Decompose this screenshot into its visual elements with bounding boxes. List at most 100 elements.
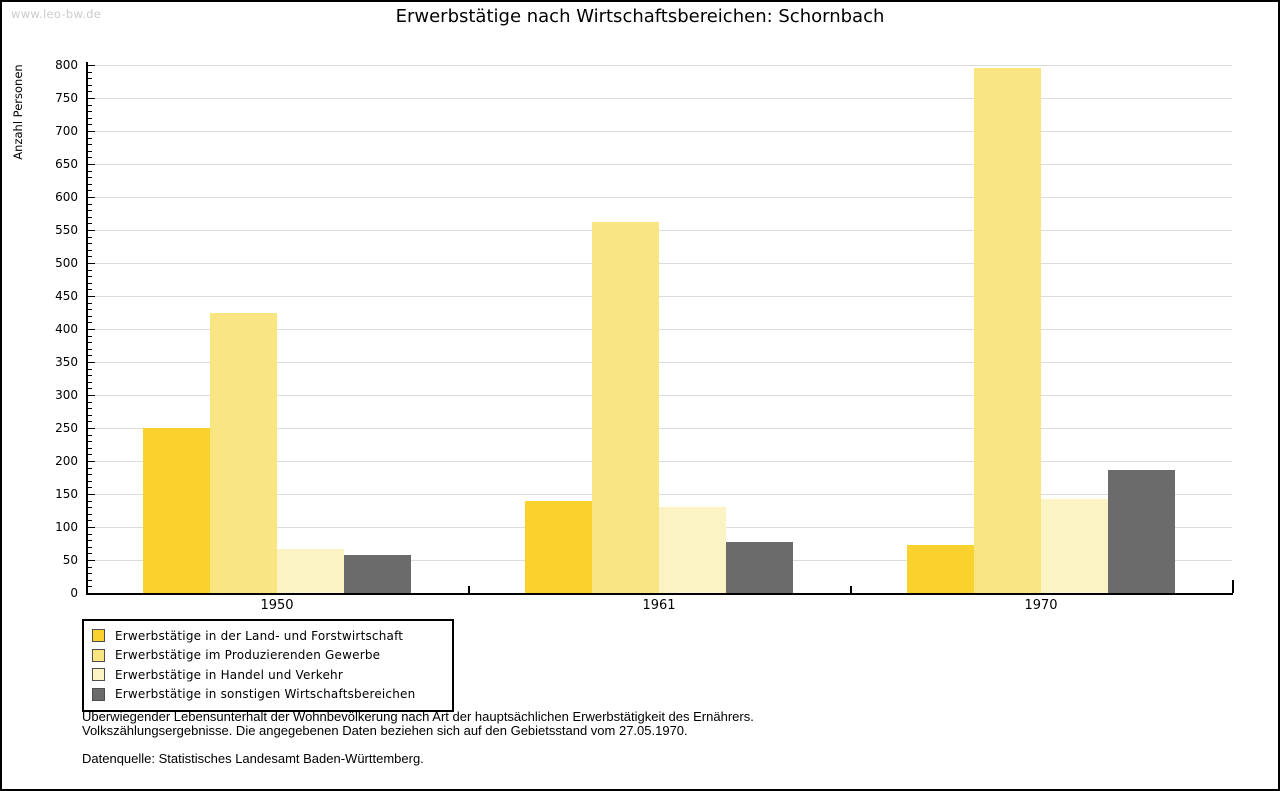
y-major-tick bbox=[87, 230, 95, 231]
legend-swatch bbox=[92, 629, 105, 643]
y-minor-tick bbox=[87, 408, 92, 410]
y-minor-tick bbox=[87, 177, 92, 179]
y-tick-label: 550 bbox=[55, 223, 78, 237]
legend-item: Erwerbstätige in der Land- und Forstwirt… bbox=[92, 626, 444, 646]
y-tick-label: 0 bbox=[70, 586, 78, 600]
legend-label: Erwerbstätige im Produzierenden Gewerbe bbox=[115, 648, 381, 663]
y-minor-tick bbox=[87, 223, 92, 225]
bar-1950-series4 bbox=[344, 555, 411, 593]
gridline bbox=[86, 230, 1232, 231]
y-minor-tick bbox=[87, 487, 92, 489]
bar-1970-series4 bbox=[1108, 469, 1175, 593]
bar-1970-series3 bbox=[1041, 499, 1108, 593]
footnote-line-2: Volkszählungsergebnisse. Die angegebenen… bbox=[82, 723, 688, 738]
y-minor-tick bbox=[87, 276, 92, 278]
y-minor-tick bbox=[87, 282, 92, 284]
y-tick-label: 250 bbox=[55, 421, 78, 435]
y-minor-tick bbox=[87, 375, 92, 377]
footnote-line-1: Überwiegender Lebensunterhalt der Wohnbe… bbox=[82, 709, 754, 724]
x-tick-label: 1970 bbox=[1024, 598, 1058, 613]
y-minor-tick bbox=[87, 117, 92, 119]
y-tick-label: 750 bbox=[55, 91, 78, 105]
y-major-tick bbox=[87, 65, 95, 66]
y-minor-tick bbox=[87, 322, 92, 324]
y-minor-tick bbox=[87, 381, 92, 383]
y-tick-label: 700 bbox=[55, 124, 78, 138]
chart-title: Erwerbstätige nach Wirtschaftsbereichen:… bbox=[395, 6, 885, 27]
y-major-tick bbox=[87, 362, 95, 363]
y-minor-tick bbox=[87, 210, 92, 212]
y-minor-tick bbox=[87, 309, 92, 311]
watermark: www.leo-bw.de bbox=[11, 7, 102, 21]
y-major-tick bbox=[87, 263, 95, 264]
y-minor-tick bbox=[87, 401, 92, 403]
y-tick-label: 100 bbox=[55, 520, 78, 534]
y-minor-tick bbox=[87, 183, 92, 185]
y-minor-tick bbox=[87, 144, 92, 146]
y-tick-label: 150 bbox=[55, 487, 78, 501]
y-minor-tick bbox=[87, 368, 92, 370]
x-boundary-tick bbox=[468, 586, 470, 593]
y-tick-label: 800 bbox=[55, 58, 78, 72]
bar-1970-series1 bbox=[907, 545, 974, 593]
data-source: Datenquelle: Statistisches Landesamt Bad… bbox=[82, 751, 424, 766]
legend-label: Erwerbstätige in sonstigen Wirtschaftsbe… bbox=[115, 687, 416, 702]
y-minor-tick bbox=[87, 190, 92, 192]
y-minor-tick bbox=[87, 500, 92, 502]
y-tick-label: 350 bbox=[55, 355, 78, 369]
y-minor-tick bbox=[87, 388, 92, 390]
y-axis-line bbox=[86, 62, 88, 594]
y-minor-tick bbox=[87, 421, 92, 423]
gridline bbox=[86, 362, 1232, 363]
y-minor-tick bbox=[87, 454, 92, 456]
x-tick-label: 1950 bbox=[260, 598, 294, 613]
y-minor-tick bbox=[87, 474, 92, 476]
y-minor-tick bbox=[87, 533, 92, 535]
legend-swatch bbox=[92, 687, 105, 701]
x-boundary-tick bbox=[850, 586, 852, 593]
y-minor-tick bbox=[87, 243, 92, 245]
y-minor-tick bbox=[87, 414, 92, 416]
gridline bbox=[86, 65, 1232, 66]
y-minor-tick bbox=[87, 434, 92, 436]
y-minor-tick bbox=[87, 269, 92, 271]
bar-1970-series2 bbox=[974, 68, 1041, 593]
y-tick-label: 300 bbox=[55, 388, 78, 402]
y-tick-label: 200 bbox=[55, 454, 78, 468]
y-major-tick bbox=[87, 296, 95, 297]
x-axis-line bbox=[86, 593, 1233, 595]
y-minor-tick bbox=[87, 289, 92, 291]
y-minor-tick bbox=[87, 335, 92, 337]
legend-item: Erwerbstätige im Produzierenden Gewerbe bbox=[92, 646, 444, 666]
gridline bbox=[86, 98, 1232, 99]
gridline bbox=[86, 428, 1232, 429]
y-minor-tick bbox=[87, 553, 92, 555]
y-minor-tick bbox=[87, 447, 92, 449]
y-minor-tick bbox=[87, 540, 92, 542]
y-minor-tick bbox=[87, 586, 92, 588]
gridline bbox=[86, 329, 1232, 330]
y-minor-tick bbox=[87, 78, 92, 80]
y-minor-tick bbox=[87, 91, 92, 93]
y-tick-label: 450 bbox=[55, 289, 78, 303]
y-minor-tick bbox=[87, 441, 92, 443]
y-tick-label: 650 bbox=[55, 157, 78, 171]
y-major-tick bbox=[87, 593, 95, 594]
y-minor-tick bbox=[87, 170, 92, 172]
legend-item: Erwerbstätige in Handel und Verkehr bbox=[92, 665, 444, 685]
legend-label: Erwerbstätige in Handel und Verkehr bbox=[115, 667, 343, 682]
y-minor-tick bbox=[87, 216, 92, 218]
y-tick-label: 500 bbox=[55, 256, 78, 270]
y-major-tick bbox=[87, 461, 95, 462]
y-minor-tick bbox=[87, 520, 92, 522]
y-minor-tick bbox=[87, 203, 92, 205]
legend-item: Erwerbstätige in sonstigen Wirtschaftsbe… bbox=[92, 685, 444, 705]
y-minor-tick bbox=[87, 467, 92, 469]
y-tick-label: 50 bbox=[62, 553, 78, 567]
y-major-tick bbox=[87, 560, 95, 561]
y-minor-tick bbox=[87, 342, 92, 344]
y-minor-tick bbox=[87, 302, 92, 304]
gridline bbox=[86, 263, 1232, 264]
gridline bbox=[86, 494, 1232, 495]
